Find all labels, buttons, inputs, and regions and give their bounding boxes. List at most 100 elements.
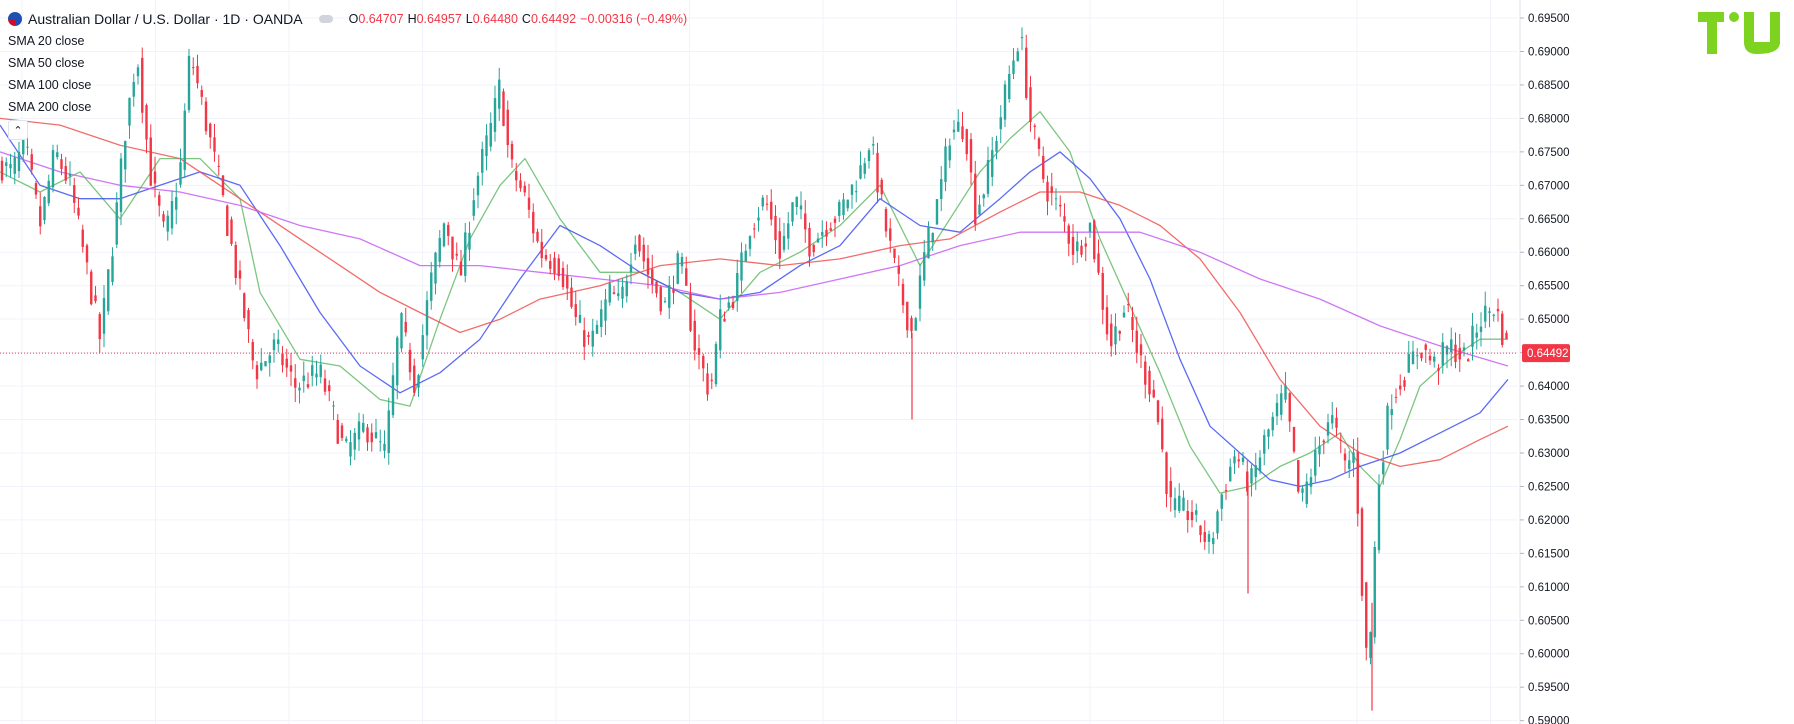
candle-body-93 [396, 337, 399, 386]
candle-body-162 [689, 293, 692, 331]
candle-body-302 [1284, 385, 1287, 400]
candle-body-241 [1025, 47, 1028, 98]
candle-body-308 [1309, 477, 1313, 487]
candle-body-65 [277, 339, 280, 345]
candle-body-33 [141, 57, 144, 113]
candle-body-72 [306, 384, 310, 388]
high-key: H [407, 12, 417, 26]
indicator-sma-200[interactable]: SMA 200 close [8, 100, 92, 114]
candle-body-206 [876, 152, 879, 193]
candle-body-276 [1173, 498, 1177, 511]
candle-body-20 [85, 245, 89, 263]
candle-body-61 [260, 362, 263, 371]
candle-body-270 [1148, 370, 1151, 395]
candle-body-39 [166, 215, 169, 232]
candle-body-98 [417, 375, 420, 388]
candle-body-245 [1042, 155, 1045, 180]
candle-body-153 [651, 269, 654, 285]
candle-body-312 [1326, 422, 1330, 436]
candle-body-346 [1471, 325, 1474, 347]
candle-body-148 [629, 264, 633, 272]
candle-body-337 [1433, 356, 1436, 362]
candle-body-128 [544, 255, 548, 260]
candle-body-254 [1080, 245, 1083, 255]
candle-body-204 [867, 150, 871, 162]
candle-body-261 [1110, 323, 1113, 347]
candle-body-258 [1097, 253, 1100, 273]
visibility-toggle-icon[interactable] [318, 15, 333, 23]
candle-body-165 [702, 356, 705, 369]
candle-body-291 [1237, 459, 1240, 462]
candle-body-54 [230, 219, 233, 244]
candle-body-166 [706, 373, 709, 395]
candle-body-160 [680, 256, 684, 267]
candle-body-196 [833, 218, 837, 223]
candle-body-59 [251, 341, 254, 361]
candle-body-326 [1386, 405, 1389, 450]
candle-body-307 [1305, 481, 1308, 504]
candle-body-223 [948, 145, 951, 161]
candle-body-187 [795, 196, 798, 207]
candle-body-334 [1420, 352, 1423, 359]
candle-body-85 [362, 422, 365, 432]
candle-body-201 [855, 191, 858, 193]
price-tick-label-3: 0.68000 [1528, 113, 1570, 125]
candle-body-226 [961, 126, 964, 140]
candle-body-303 [1288, 393, 1291, 422]
indicator-sma-50[interactable]: SMA 50 close [8, 56, 85, 70]
candle-body-161 [685, 268, 688, 286]
indicator-sma-20[interactable]: SMA 20 close [8, 34, 85, 48]
candle-body-27 [115, 202, 118, 245]
candle-body-120 [510, 143, 514, 160]
candle-body-100 [425, 300, 429, 336]
candle-body-310 [1318, 445, 1321, 455]
candle-body-176 [748, 236, 752, 249]
candle-body-133 [566, 275, 569, 289]
candle-body-74 [315, 373, 318, 378]
price-tick-label-20: 0.59500 [1528, 682, 1570, 694]
candle-body-50 [213, 137, 216, 152]
candle-body-218 [927, 226, 930, 259]
candle-body-127 [540, 241, 543, 259]
candle-body-130 [553, 257, 556, 274]
candle-body-140 [595, 324, 599, 334]
symbol-title[interactable]: Australian Dollar / U.S. Dollar · 1D · O… [28, 11, 303, 27]
candle-body-25 [107, 269, 110, 312]
last-price-label: 0.64492 [1527, 348, 1569, 360]
candle-body-47 [200, 90, 203, 97]
chart-legend: Australian Dollar / U.S. Dollar · 1D · O… [8, 8, 687, 140]
candle-body-283 [1203, 532, 1206, 542]
price-tick-label-4: 0.67500 [1528, 147, 1570, 159]
candle-body-273 [1161, 418, 1164, 450]
candle-body-104 [442, 223, 446, 247]
candle-body-28 [119, 158, 123, 212]
candle-body-58 [247, 310, 250, 330]
candle-body-197 [838, 201, 841, 216]
candle-body-193 [821, 232, 824, 236]
candle-body-94 [400, 313, 403, 349]
candle-body-281 [1195, 510, 1198, 515]
candle-body-67 [285, 358, 288, 368]
candle-body-319 [1356, 451, 1359, 514]
candle-body-96 [408, 349, 412, 373]
candle-body-142 [604, 299, 607, 321]
candle-body-164 [697, 348, 701, 355]
price-axis[interactable]: 0.69500 0.69000 0.68500 0.68000 0.67500 0.670… [1519, 0, 1794, 724]
candle-body-173 [736, 273, 739, 302]
candle-body-190 [808, 227, 811, 257]
candle-body-126 [536, 231, 539, 242]
candle-body-207 [880, 179, 883, 195]
candle-body-315 [1339, 439, 1342, 441]
candle-body-294 [1250, 468, 1253, 484]
candle-body-345 [1467, 359, 1470, 362]
indicator-sma-100[interactable]: SMA 100 close [8, 78, 92, 92]
collapse-legend-icon[interactable]: ⌃ [8, 120, 28, 140]
candle-body-185 [787, 223, 790, 239]
candle-body-275 [1169, 481, 1172, 498]
candle-body-247 [1050, 186, 1053, 193]
candle-body-259 [1101, 273, 1104, 310]
candle-body-110 [468, 232, 471, 250]
price-tick-label-17: 0.61000 [1528, 582, 1570, 594]
candle-body-121 [515, 170, 518, 181]
